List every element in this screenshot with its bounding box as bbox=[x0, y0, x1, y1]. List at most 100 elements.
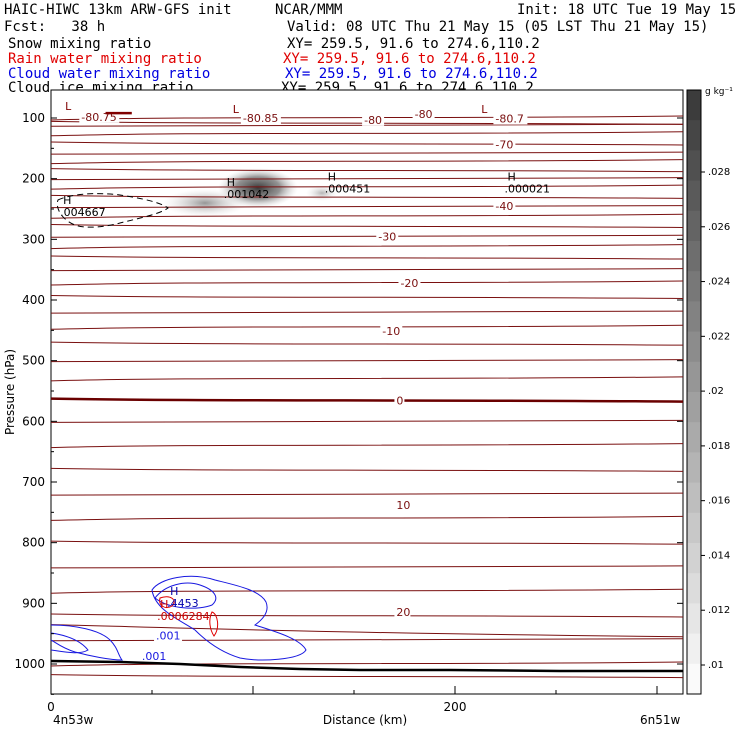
plot-frame bbox=[50, 89, 684, 695]
isotherm-label-bg bbox=[398, 277, 421, 290]
isotherm-label-bg bbox=[394, 605, 411, 618]
extremum-value: .004667 bbox=[60, 206, 105, 219]
colorbar-band bbox=[687, 603, 701, 635]
cloud-water-contour-west-inner bbox=[51, 632, 89, 654]
cloud-water-contour-west bbox=[51, 624, 124, 661]
colorbar-band bbox=[687, 241, 701, 272]
extremum-value: .000021 bbox=[505, 182, 551, 195]
field-label-snow: Snow mixing ratio bbox=[8, 36, 152, 52]
isotherm-line bbox=[51, 515, 683, 521]
cloud-water-label: .001 bbox=[142, 650, 167, 663]
colorbar-tick-label: .014 bbox=[708, 550, 730, 561]
isotherm-line bbox=[51, 324, 683, 330]
isotherm-line bbox=[51, 234, 683, 238]
isotherm-line bbox=[51, 141, 683, 146]
isotherm-line bbox=[51, 397, 683, 403]
y-tick-label: 500 bbox=[22, 354, 45, 368]
isotherm-label: -70 bbox=[495, 139, 513, 152]
isotherm-line bbox=[51, 467, 683, 472]
extremum-marker: L bbox=[233, 103, 240, 116]
isotherm-line bbox=[51, 613, 683, 618]
init-time: Init: 18 UTC Tue 19 May 15 bbox=[517, 2, 737, 18]
extremum-marker: H bbox=[328, 170, 336, 183]
x-axis-title: Distance (km) bbox=[323, 713, 407, 727]
isotherm-line bbox=[51, 294, 683, 299]
y-tick-label: 400 bbox=[22, 293, 45, 307]
colorbar-tick-label: .016 bbox=[708, 496, 730, 507]
valid-time: Valid: 08 UTC Thu 21 May 15 (05 LST Thu … bbox=[287, 19, 709, 35]
forecast-hour: Fcst: 38 h bbox=[4, 19, 106, 35]
isotherm-label-bg bbox=[412, 107, 435, 120]
colorbar-tick-label: .02 bbox=[708, 386, 724, 397]
isotherm-line bbox=[51, 223, 683, 228]
isotherm-label: 10 bbox=[396, 499, 410, 512]
colorbar-band bbox=[687, 633, 701, 665]
colorbar-tick-label: .01 bbox=[708, 660, 724, 671]
field-label-rain: Rain water mixing ratio bbox=[8, 51, 202, 67]
extremum-value: .000451 bbox=[325, 182, 371, 195]
isotherm-line bbox=[51, 177, 683, 181]
isotherm-line bbox=[51, 419, 683, 423]
extremum-value: .0006284 bbox=[157, 610, 210, 623]
isotherm-line bbox=[51, 194, 683, 199]
extremum-value: .4453 bbox=[167, 597, 199, 610]
isotherm-line bbox=[51, 661, 683, 667]
cloud-water-label: .001 bbox=[156, 630, 181, 643]
isotherm-label-bg bbox=[394, 499, 411, 512]
colorbar-band bbox=[687, 663, 701, 695]
extremum-marker: H bbox=[508, 170, 516, 183]
isotherm-label-bg bbox=[380, 324, 403, 337]
isotherm-label: -30 bbox=[378, 230, 396, 243]
isotherm-line bbox=[51, 255, 683, 260]
isotherm-line bbox=[51, 376, 683, 382]
colorbar-band bbox=[687, 180, 701, 212]
colorbar-band bbox=[687, 271, 701, 302]
isotherm-line bbox=[51, 359, 683, 363]
org-label: NCAR/MMM bbox=[275, 2, 343, 18]
y-tick-label: 300 bbox=[22, 232, 45, 246]
isotherm-label: -80 bbox=[415, 108, 433, 121]
colorbar-band bbox=[687, 331, 701, 363]
extremum-marker: L bbox=[65, 100, 72, 113]
colorbar-band bbox=[687, 301, 701, 333]
colorbar-band bbox=[687, 361, 701, 393]
colorbar-band bbox=[687, 120, 701, 151]
isotherm-label: -80.7 bbox=[495, 113, 523, 126]
isotherm-label-bg bbox=[493, 138, 516, 151]
colorbar-band bbox=[687, 422, 701, 453]
y-tick-label: 700 bbox=[22, 475, 45, 489]
isotherm-label-bg bbox=[362, 113, 385, 126]
extremum-marker: H bbox=[63, 194, 71, 207]
isotherm-line bbox=[51, 184, 683, 190]
isotherm-label-bg bbox=[493, 199, 516, 212]
colorbar: .028 .026 .024 .022 .02 .018 .016 .014 .012 .01 bbox=[686, 89, 730, 695]
colorbar-tick-label: .028 bbox=[708, 167, 730, 178]
extremum-marker: H bbox=[227, 176, 235, 189]
isotherm-line bbox=[51, 588, 683, 594]
isotherm-line bbox=[51, 638, 683, 642]
isotherm-label-bg bbox=[493, 112, 528, 125]
isotherm-label: 0 bbox=[396, 395, 403, 408]
extremum-value: .001042 bbox=[224, 188, 269, 201]
extremum-marker: L bbox=[481, 103, 488, 116]
isotherm-line bbox=[51, 168, 683, 173]
left-endpoint-label: 4n53w bbox=[53, 713, 94, 727]
y-tick-label: 800 bbox=[22, 536, 45, 550]
cloud-water-label-bg bbox=[154, 629, 183, 642]
isotherm-label-bg bbox=[240, 112, 281, 124]
isotherm-line bbox=[51, 674, 683, 679]
colorbar-band bbox=[687, 210, 701, 242]
colorbar-tick-label: .022 bbox=[708, 331, 730, 342]
colorbar-band bbox=[687, 512, 701, 544]
extremum-marker: H bbox=[160, 598, 168, 611]
isotherm-label: -80.85 bbox=[243, 112, 278, 125]
colorbar-band bbox=[687, 573, 701, 604]
isotherm-label: -80 bbox=[364, 114, 382, 127]
isotherm-line bbox=[51, 213, 683, 219]
isotherm-line bbox=[51, 159, 683, 165]
field-xy-snow: XY= 259.5, 91.6 to 274.6,110.2 bbox=[287, 36, 540, 52]
field-xy-cloud-water: XY= 259.5, 91.6 to 274.6,110.2 bbox=[285, 66, 538, 82]
colorbar-tick-label: .018 bbox=[708, 441, 730, 452]
